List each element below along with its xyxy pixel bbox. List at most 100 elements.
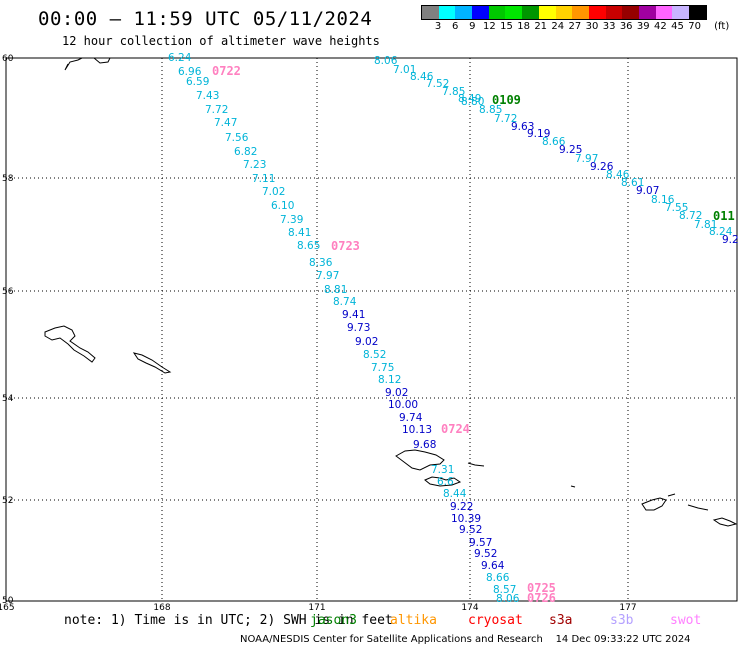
color-scale-label: 70 — [688, 21, 701, 32]
wave-height-label: 8.46 — [606, 169, 630, 181]
wave-height-label: 8.49 — [458, 93, 481, 105]
wave-height-label: 10.13 — [402, 424, 432, 436]
color-scale-swatch — [538, 6, 556, 19]
wave-height-label: 8.52 — [363, 349, 386, 361]
color-scale-swatch — [422, 6, 439, 19]
color-scale-label: 33 — [602, 21, 616, 32]
wave-height-label: 8.61 — [621, 177, 644, 189]
track-time-label: 0725 — [527, 581, 556, 595]
color-scale-label: 21 — [534, 21, 548, 32]
map-title: 00:00 – 11:59 UTC 05/11/2024 — [38, 8, 373, 30]
color-scale-label: 3 — [434, 21, 442, 32]
island-small-3 — [570, 485, 576, 488]
wave-height-label: 7.31 — [431, 464, 454, 476]
wave-height-label: 7.01 — [393, 64, 416, 76]
wave-height-label: 9.25 — [559, 144, 582, 156]
wave-height-label: 8.24 — [709, 226, 733, 238]
wave-height-label: 8.85 — [479, 104, 502, 116]
track-time-label: 0724 — [441, 422, 470, 436]
wave-height-label: 8.06 — [496, 593, 520, 605]
color-scale-label: 27 — [568, 21, 582, 32]
wave-height-label: 8.41 — [288, 227, 311, 239]
island-east-2 — [667, 493, 676, 497]
wave-height-label: 8.06 — [374, 55, 398, 67]
wave-height-label: 9.68 — [413, 439, 436, 451]
wave-height-label: 7.56 — [225, 132, 249, 144]
wave-height-label: 8.66 — [542, 136, 566, 148]
satellite-legend-item: s3a — [549, 613, 573, 628]
color-scale-label: 6 — [452, 21, 459, 32]
y-tick-label: 50 — [2, 596, 14, 606]
satellite-legend-item: altika — [390, 613, 437, 628]
color-scale-label: 12 — [483, 21, 496, 32]
wave-height-label: 7.97 — [575, 153, 598, 165]
footer-credit: NOAA/NESDIS Center for Satellite Applica… — [240, 634, 691, 645]
satellite-legend-item: s3b — [610, 613, 634, 628]
wave-height-label: 8.12 — [378, 374, 401, 386]
wave-height-label: 7.43 — [196, 90, 219, 102]
wave-height-label: 6.6 — [437, 476, 454, 488]
wave-height-label: 6.96 — [178, 66, 202, 78]
wave-height-label: 6.24 — [168, 52, 192, 64]
wave-height-label: 8.57 — [493, 584, 516, 596]
y-tick-label: 52 — [2, 496, 13, 506]
color-scale-labels: 3 6 9 12 15 18 21 24 27 30 33 36 39 42 45 70 (ft) — [421, 20, 729, 32]
color-scale-label: 45 — [671, 21, 684, 32]
color-scale-swatch — [655, 6, 673, 19]
wave-height-label: 7.85 — [442, 86, 465, 98]
wave-height-label: 8.74 — [333, 296, 357, 308]
island-small-2 — [424, 476, 462, 487]
color-scale-swatch — [522, 6, 539, 19]
wave-height-label: 8.66 — [486, 572, 510, 584]
color-scale-unit: (ft) — [714, 21, 730, 32]
wave-height-label: 9.64 — [481, 560, 505, 572]
island-attu — [44, 325, 96, 363]
color-scale-swatches — [421, 5, 707, 20]
wave-height-label: 7.39 — [280, 214, 303, 226]
wave-height-label: 6.10 — [271, 200, 294, 212]
map-frame — [5, 57, 738, 602]
wave-height-label: 7.72 — [494, 113, 517, 125]
wave-height-label: 9.07 — [636, 185, 659, 197]
color-scale-swatch — [555, 6, 573, 19]
color-scale-swatch — [638, 6, 656, 19]
wave-height-label: 7.97 — [316, 270, 339, 282]
y-tick-label: 56 — [2, 287, 14, 297]
grid-lines — [6, 58, 737, 601]
color-scale-swatch — [438, 6, 456, 19]
color-scale-swatch — [605, 6, 623, 19]
color-scale-swatch — [488, 6, 506, 19]
note-text: note: 1) Time is in UTC; 2) SWH is in fe… — [64, 613, 393, 628]
wave-height-label: 8.46 — [410, 71, 434, 83]
wave-height-label: 9.26 — [590, 161, 614, 173]
x-tick-label: 165 — [0, 603, 15, 613]
wave-height-label: 7.55 — [665, 202, 688, 214]
color-scale-label: 42 — [654, 21, 667, 32]
island-kiska — [132, 352, 172, 374]
wave-height-label: 8.36 — [309, 257, 333, 269]
color-scale-label: 39 — [636, 21, 650, 32]
coast-north-right — [93, 57, 111, 64]
wave-height-label: 9.63 — [511, 121, 534, 133]
wave-height-label: 7.75 — [371, 362, 394, 374]
color-scale-label: 36 — [619, 21, 633, 32]
wave-height-label: 9.57 — [469, 537, 492, 549]
wave-height-label: 9.52 — [474, 548, 497, 560]
wave-height-label: 8.65 — [297, 240, 320, 252]
color-scale-label: 9 — [469, 21, 476, 32]
track-time-label: 0723 — [331, 239, 360, 253]
wave-height-label: 7.23 — [243, 159, 266, 171]
y-tick-label: 60 — [2, 54, 14, 64]
color-scale-swatch — [472, 6, 489, 19]
color-scale-label: 15 — [500, 21, 513, 32]
track-time-label: 011 — [713, 209, 735, 223]
wave-height-label: 6.59 — [186, 76, 209, 88]
track-time-label: 0109 — [492, 93, 521, 107]
island-adak — [395, 449, 445, 471]
island-east-1 — [641, 497, 667, 511]
x-tick-label: 177 — [619, 603, 636, 613]
wave-height-label: 8.80 — [461, 96, 484, 108]
island-small-1 — [467, 462, 485, 467]
color-scale-label: 18 — [517, 21, 530, 32]
